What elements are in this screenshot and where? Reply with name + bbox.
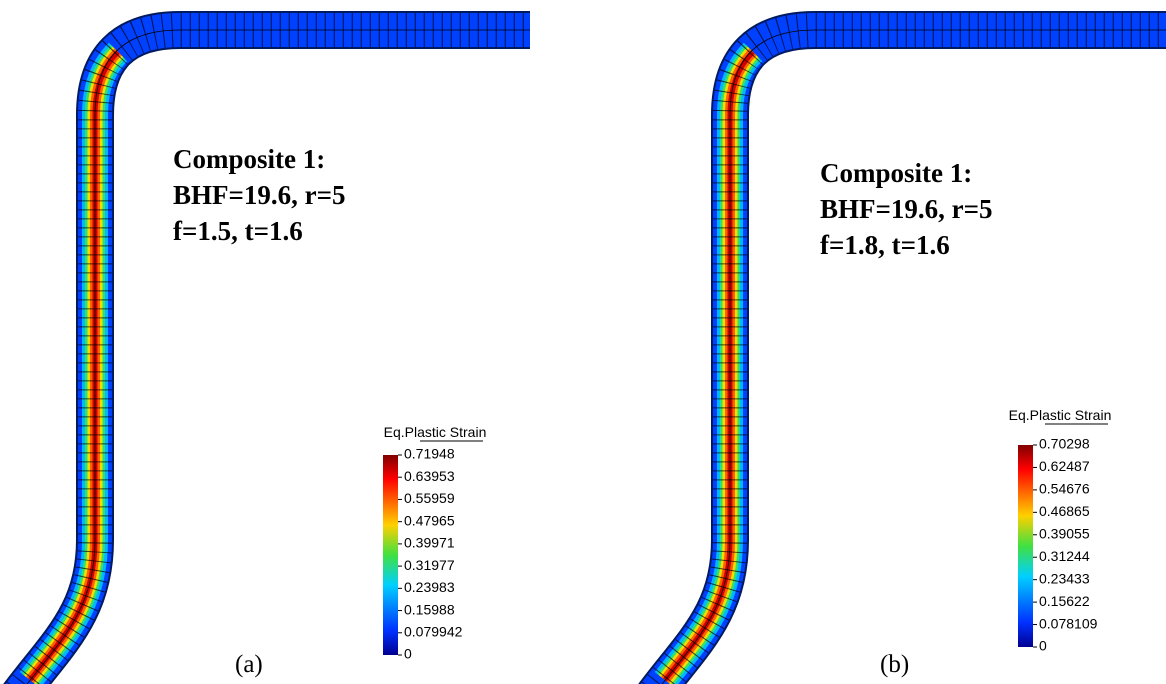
colorbar-tick-label: 0.70298 [1039,436,1090,452]
annotation: BHF=19.6, r=5 [820,194,993,224]
strip [3,11,530,684]
colorbar-tick-label: 0.079942 [404,623,463,639]
colorbar-tick-label: 0.47965 [404,512,455,528]
annotation: f=1.8, t=1.6 [820,230,950,260]
colorbar-tick-label: 0.71948 [404,446,455,462]
mesh-line [661,29,1166,684]
colorbar-tick-label: 0.078109 [1039,615,1098,631]
colorbar-tick-label: 0.15622 [1039,593,1090,609]
annotation: Composite 1: [173,144,325,174]
colorbar-tick-label: 0.39971 [404,535,455,551]
colorbar-tick-label: 0.46865 [1039,503,1090,519]
colorbar-tick-label: 0 [404,646,412,662]
colorbar-tick-label: 0.23983 [404,579,455,595]
panel-label: (a) [235,651,263,678]
annotation: BHF=19.6, r=5 [173,180,346,210]
panel-label: (b) [880,651,909,678]
colorbar-tick-label: 0.15988 [404,601,455,617]
colorbar-tick-label: 0.55959 [404,490,455,506]
colorbar [1018,445,1033,647]
colorbar-tick-label: 0.31244 [1039,548,1090,564]
colorbar-tick-label: 0 [1039,638,1047,654]
annotation: f=1.5, t=1.6 [173,216,303,246]
colorbar-tick-label: 0.63953 [404,468,455,484]
mesh-line [26,29,530,684]
colorbar-tick-label: 0.39055 [1039,525,1090,541]
colorbar-title: Eq.Plastic Strain [1009,407,1112,423]
colorbar-title: Eq.Plastic Strain [384,424,487,440]
strip [638,11,1166,684]
colorbar [383,455,398,655]
colorbar-tick-label: 0.31977 [404,557,455,573]
colorbar-tick-label: 0.54676 [1039,481,1090,497]
annotation: Composite 1: [820,158,972,188]
colorbar-tick-label: 0.62487 [1039,458,1090,474]
colorbar-tick-label: 0.23433 [1039,570,1090,586]
